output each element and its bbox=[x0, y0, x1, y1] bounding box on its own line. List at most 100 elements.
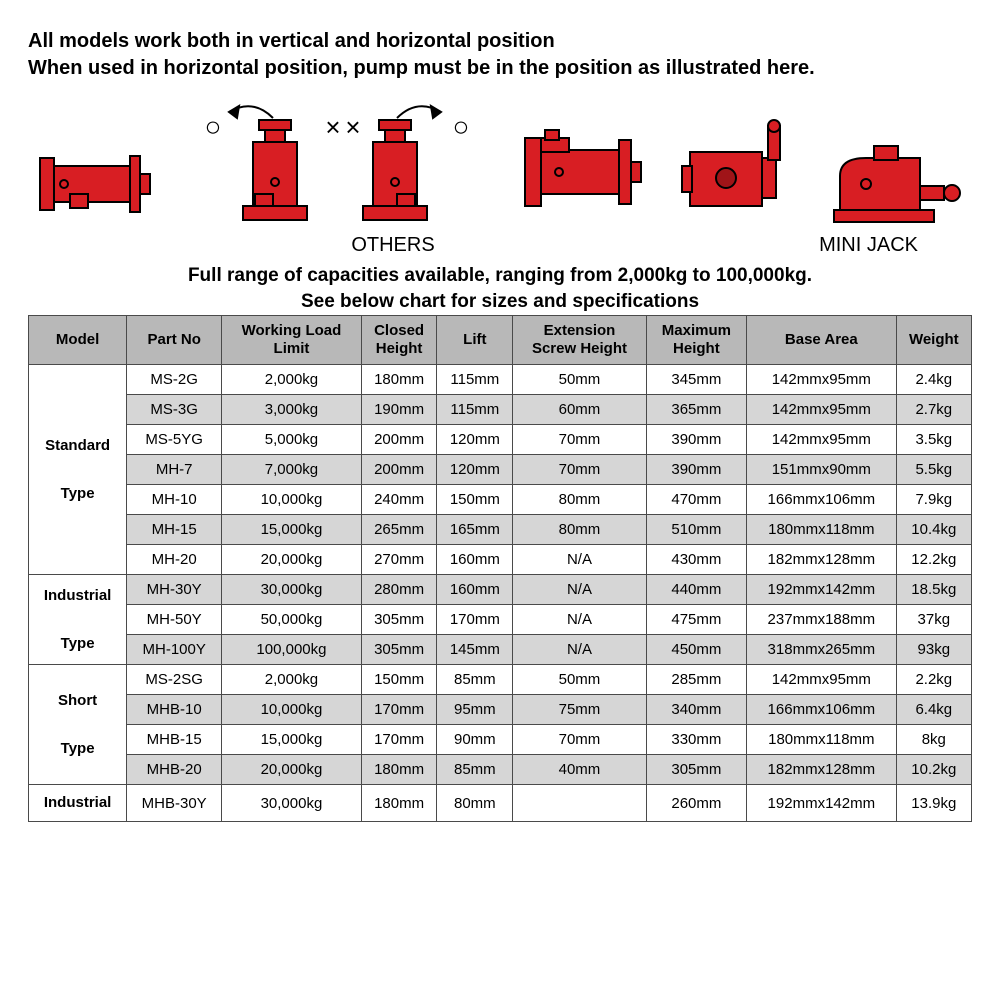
table-cell: 430mm bbox=[646, 545, 746, 575]
table-row: MH-77,000kg200mm120mm70mm390mm151mmx90mm… bbox=[29, 455, 972, 485]
table-cell: 8kg bbox=[896, 725, 971, 755]
heading-line-1: All models work both in vertical and hor… bbox=[28, 30, 972, 53]
table-cell: 3.5kg bbox=[896, 425, 971, 455]
table-cell: MH-10 bbox=[127, 485, 222, 515]
table-cell: 150mm bbox=[437, 485, 513, 515]
table-cell: 265mm bbox=[361, 515, 437, 545]
table-cell: 2,000kg bbox=[222, 665, 362, 695]
diagram-labels: OTHERS MINI JACK bbox=[28, 234, 972, 257]
table-row: MH-100Y100,000kg305mm145mmN/A450mm318mmx… bbox=[29, 635, 972, 665]
table-cell: 150mm bbox=[361, 665, 437, 695]
minijack-label: MINI JACK bbox=[568, 234, 962, 257]
table-cell: 70mm bbox=[513, 725, 647, 755]
column-header: MaximumHeight bbox=[646, 316, 746, 365]
svg-text:×: × bbox=[325, 112, 340, 142]
table-cell: 280mm bbox=[361, 575, 437, 605]
table-cell: 80mm bbox=[513, 485, 647, 515]
table-cell: 182mmx128mm bbox=[747, 755, 897, 785]
table-cell: 10.2kg bbox=[896, 755, 971, 785]
jack-upright-pair-icon: ○ × × ○ bbox=[185, 98, 485, 228]
table-cell bbox=[513, 785, 647, 822]
table-cell: 60mm bbox=[513, 395, 647, 425]
table-cell: 192mmx142mm bbox=[747, 575, 897, 605]
table-cell: 100,000kg bbox=[222, 635, 362, 665]
table-cell: 70mm bbox=[513, 455, 647, 485]
table-row: MH-1515,000kg265mm165mm80mm510mm180mmx11… bbox=[29, 515, 972, 545]
table-row: IndustrialTypeMH-30Y30,000kg280mm160mmN/… bbox=[29, 575, 972, 605]
jack-diagram-row: ○ × × ○ bbox=[28, 98, 972, 228]
table-cell: 95mm bbox=[437, 695, 513, 725]
table-cell: 470mm bbox=[646, 485, 746, 515]
table-cell: MS-2G bbox=[127, 365, 222, 395]
table-cell: 305mm bbox=[361, 605, 437, 635]
table-cell: 145mm bbox=[437, 635, 513, 665]
table-cell: 30,000kg bbox=[222, 575, 362, 605]
table-row: MH-2020,000kg270mm160mmN/A430mm182mmx128… bbox=[29, 545, 972, 575]
table-cell: 390mm bbox=[646, 425, 746, 455]
table-cell: 5,000kg bbox=[222, 425, 362, 455]
column-header: Model bbox=[29, 316, 127, 365]
svg-text:○: ○ bbox=[204, 111, 221, 142]
table-cell: 305mm bbox=[646, 755, 746, 785]
table-cell: 115mm bbox=[437, 365, 513, 395]
table-cell: 166mmx106mm bbox=[747, 695, 897, 725]
table-cell: 20,000kg bbox=[222, 545, 362, 575]
table-row: MS-3G3,000kg190mm115mm60mm365mm142mmx95m… bbox=[29, 395, 972, 425]
mini-jack-low-icon bbox=[826, 128, 966, 228]
model-group-cell: StandardType bbox=[29, 365, 127, 575]
table-cell: MH-100Y bbox=[127, 635, 222, 665]
table-cell: 3,000kg bbox=[222, 395, 362, 425]
table-cell: MH-15 bbox=[127, 515, 222, 545]
table-cell: 182mmx128mm bbox=[747, 545, 897, 575]
table-cell: 285mm bbox=[646, 665, 746, 695]
table-cell: 166mmx106mm bbox=[747, 485, 897, 515]
table-row: MHB-1515,000kg170mm90mm70mm330mm180mmx11… bbox=[29, 725, 972, 755]
table-cell: 180mm bbox=[361, 365, 437, 395]
table-row: MH-1010,000kg240mm150mm80mm470mm166mmx10… bbox=[29, 485, 972, 515]
model-group-cell: Industrial bbox=[29, 785, 127, 822]
table-cell: 240mm bbox=[361, 485, 437, 515]
table-cell: N/A bbox=[513, 605, 647, 635]
table-cell: 192mmx142mm bbox=[747, 785, 897, 822]
table-cell: 170mm bbox=[361, 695, 437, 725]
table-cell: MH-20 bbox=[127, 545, 222, 575]
table-row: MH-50Y50,000kg305mm170mmN/A475mm237mmx18… bbox=[29, 605, 972, 635]
table-row: StandardTypeMS-2G2,000kg180mm115mm50mm34… bbox=[29, 365, 972, 395]
table-cell: 30,000kg bbox=[222, 785, 362, 822]
column-header: ClosedHeight bbox=[361, 316, 437, 365]
table-cell: 160mm bbox=[437, 575, 513, 605]
table-cell: 142mmx95mm bbox=[747, 395, 897, 425]
table-cell: 85mm bbox=[437, 665, 513, 695]
column-header: Lift bbox=[437, 316, 513, 365]
table-row: ShortTypeMS-2SG2,000kg150mm85mm50mm285mm… bbox=[29, 665, 972, 695]
table-cell: 75mm bbox=[513, 695, 647, 725]
table-cell: MHB-20 bbox=[127, 755, 222, 785]
table-cell: 10,000kg bbox=[222, 485, 362, 515]
table-cell: 180mm bbox=[361, 755, 437, 785]
heading-line-2: When used in horizontal position, pump m… bbox=[28, 57, 972, 80]
table-cell: 190mm bbox=[361, 395, 437, 425]
table-cell: 270mm bbox=[361, 545, 437, 575]
table-cell: MS-3G bbox=[127, 395, 222, 425]
table-cell: 20,000kg bbox=[222, 755, 362, 785]
table-cell: 510mm bbox=[646, 515, 746, 545]
table-cell: MH-50Y bbox=[127, 605, 222, 635]
table-cell: 37kg bbox=[896, 605, 971, 635]
table-cell: N/A bbox=[513, 635, 647, 665]
table-cell: 13.9kg bbox=[896, 785, 971, 822]
table-cell: 2.7kg bbox=[896, 395, 971, 425]
table-cell: MH-30Y bbox=[127, 575, 222, 605]
table-cell: 160mm bbox=[437, 545, 513, 575]
table-cell: 170mm bbox=[437, 605, 513, 635]
table-cell: 318mmx265mm bbox=[747, 635, 897, 665]
table-cell: 7.9kg bbox=[896, 485, 971, 515]
table-cell: 6.4kg bbox=[896, 695, 971, 725]
table-cell: 120mm bbox=[437, 425, 513, 455]
table-cell: 180mmx118mm bbox=[747, 725, 897, 755]
mini-jack-side-icon bbox=[676, 118, 796, 228]
table-cell: MH-7 bbox=[127, 455, 222, 485]
table-cell: MS-5YG bbox=[127, 425, 222, 455]
table-cell: 7,000kg bbox=[222, 455, 362, 485]
table-cell: MHB-10 bbox=[127, 695, 222, 725]
table-cell: 180mm bbox=[361, 785, 437, 822]
